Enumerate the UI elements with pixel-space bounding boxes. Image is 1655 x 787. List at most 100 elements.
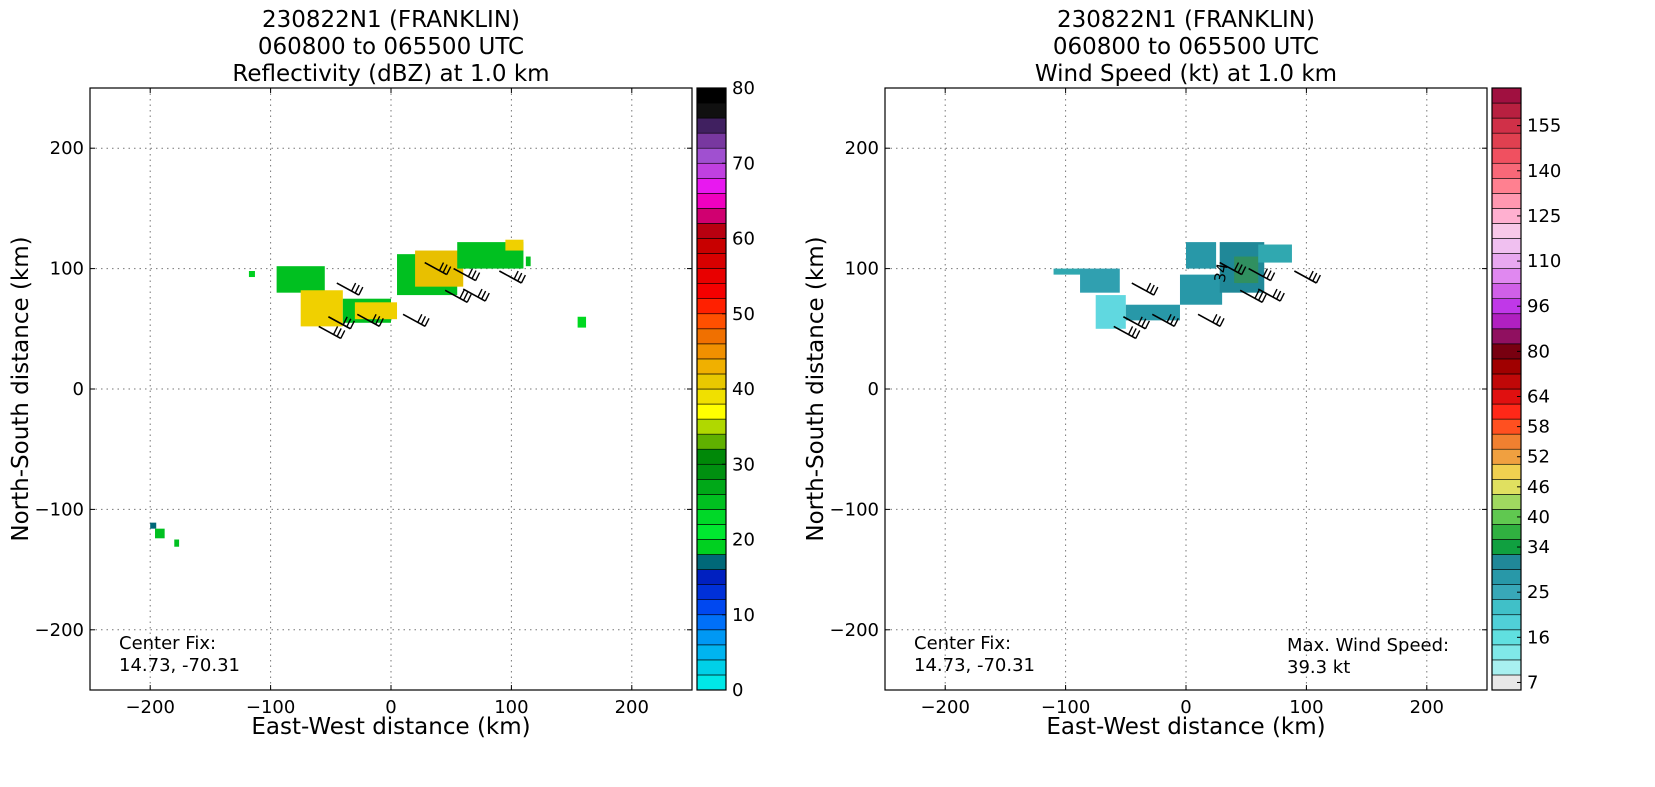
wind-barb-shaft — [1219, 261, 1243, 276]
x-tick-label: −100 — [1041, 697, 1090, 718]
colorbar-bin — [696, 102, 727, 119]
colorbar-bin — [696, 659, 727, 676]
wind-barb — [1113, 325, 1141, 340]
wind-barb-feather — [417, 314, 423, 323]
colorbar-bin — [1491, 418, 1522, 435]
colorbar-bin — [696, 478, 727, 495]
colorbar-bin — [1491, 238, 1522, 254]
colorbar-bin — [1491, 448, 1522, 465]
colorbar-bin — [1491, 193, 1522, 209]
colorbar-bin — [1491, 388, 1522, 405]
wind-barb-feather — [424, 318, 430, 327]
colorbar-bin — [696, 554, 727, 570]
colorbar-tick-label: 110 — [1527, 251, 1561, 272]
colorbar-bin — [696, 373, 727, 390]
wind-barb-feather — [1272, 288, 1278, 298]
chart-title-line: 060800 to 065500 UTC — [258, 34, 524, 60]
wind-barb — [462, 288, 490, 302]
wind-barb — [356, 313, 384, 328]
wind-barb — [336, 282, 364, 296]
wind-barb-feather — [1261, 293, 1267, 303]
annotation-text: 39.3 kt — [1287, 657, 1350, 678]
colorbar-bin — [696, 524, 727, 540]
echo-region — [525, 256, 531, 267]
wind-barb-feather — [459, 289, 465, 299]
chart-title-line: 060800 to 065500 UTC — [1053, 34, 1319, 60]
wind-barb — [1131, 282, 1159, 296]
wind-barb-feather — [1241, 266, 1247, 275]
colorbar-tick-label: 155 — [1527, 116, 1561, 137]
colorbar-bin — [1491, 298, 1522, 315]
colorbar-bin — [696, 178, 727, 194]
wind-barb — [402, 313, 430, 328]
wind-barb — [498, 270, 526, 284]
colorbar-bin — [1491, 117, 1522, 134]
colorbar-bin — [1491, 644, 1522, 661]
y-tick-label: 100 — [50, 259, 84, 280]
wind-barb-shaft — [1113, 325, 1137, 340]
colorbar-bin — [1491, 584, 1522, 601]
wind-barb-feather — [1153, 286, 1159, 296]
colorbar-tick-label: 0 — [732, 680, 743, 701]
wind-barb-shaft — [402, 313, 426, 328]
wind-barb-feather — [1233, 262, 1240, 271]
colorbar-bin — [1491, 178, 1522, 194]
colorbar-bin — [696, 494, 727, 510]
colorbar-bin — [696, 117, 727, 134]
wind-barb-feather — [446, 266, 452, 275]
wind-barb — [444, 289, 472, 303]
panel-1: 230822N1 (FRANKLIN)060800 to 065500 UTCR… — [8, 7, 755, 740]
wind-barb-feather — [1212, 314, 1218, 323]
colorbar-bin — [696, 313, 727, 330]
wind-barb — [318, 325, 346, 340]
colorbar-bin — [1491, 87, 1522, 104]
wind-barb-shaft — [1257, 288, 1281, 302]
y-tick-label: −100 — [830, 499, 879, 520]
colorbar-tick-label: 20 — [732, 530, 755, 551]
colorbar-bin — [1491, 614, 1522, 631]
wind-barb-shaft — [498, 270, 522, 284]
wind-barb-feather — [1315, 274, 1321, 284]
colorbar-tick-label: 46 — [1527, 477, 1550, 498]
colorbar-tick-label: 80 — [732, 78, 755, 99]
wind-barb — [328, 316, 356, 330]
annotation-text: Center Fix: — [914, 633, 1011, 654]
colorbar-tick-label: 52 — [1527, 447, 1550, 468]
wind-barb — [1219, 261, 1247, 276]
colorbar-bin — [1491, 539, 1522, 555]
wind-barb-feather — [358, 286, 364, 296]
echo-region — [505, 239, 524, 251]
colorbar-tick-label: 50 — [732, 304, 755, 325]
colorbar-bin — [696, 343, 727, 360]
wind-barb-feather — [1215, 316, 1222, 325]
wind-barb-feather — [471, 270, 477, 279]
y-axis-label: North-South distance (km) — [8, 236, 34, 541]
x-tick-label: 200 — [615, 697, 649, 718]
colorbar-bin — [696, 584, 727, 601]
wind-barb-feather — [484, 292, 490, 302]
y-tick-label: 200 — [50, 138, 84, 159]
colorbar-bin — [1491, 328, 1522, 345]
colorbar-bin — [1491, 554, 1522, 570]
wind-barb-feather — [1141, 318, 1147, 328]
colorbar-bin — [696, 87, 727, 104]
wind-barb-feather — [1135, 330, 1141, 339]
wind-barb-feather — [1137, 316, 1143, 326]
x-tick-label: 0 — [1180, 697, 1191, 718]
chart-title-line: 230822N1 (FRANKLIN) — [1057, 7, 1315, 33]
echo-region — [415, 250, 464, 287]
wind-barb — [1151, 313, 1179, 328]
colorbar-bin — [1491, 674, 1522, 691]
colorbar-bin — [1491, 208, 1522, 224]
colorbar-bin — [1491, 463, 1522, 480]
wind-barb-feather — [378, 318, 384, 327]
chart-title-line: 230822N1 (FRANKLIN) — [262, 7, 520, 33]
annotation-text: Max. Wind Speed: — [1287, 635, 1449, 656]
x-axis-label: East-West distance (km) — [251, 714, 530, 740]
annotation-text: 14.73, -70.31 — [119, 655, 240, 676]
colorbar-tick-label: 70 — [732, 153, 755, 174]
wind-barb-feather — [1276, 290, 1282, 300]
wind-barb-feather — [346, 318, 352, 328]
colorbar-bin — [696, 614, 727, 631]
